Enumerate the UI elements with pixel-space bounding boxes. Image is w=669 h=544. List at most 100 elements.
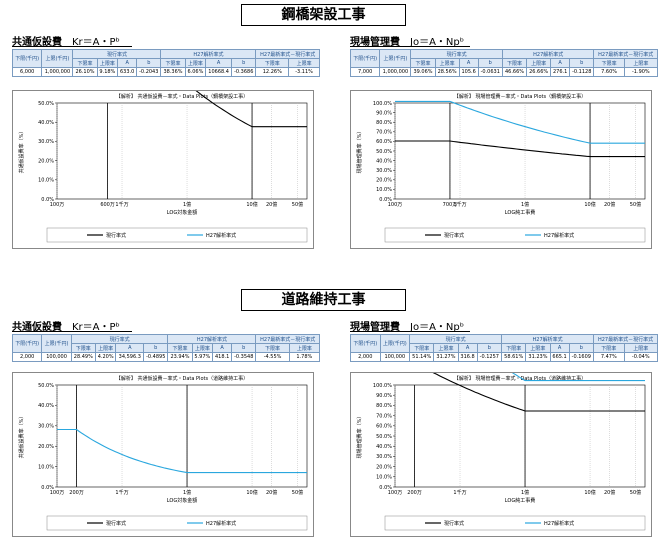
table-value-cell: 105.6 [458,67,479,77]
y-tick-label: 0.0% [41,197,54,203]
table-subheader-cell: b [568,343,595,353]
line-chart: 【解析】 共通仮設費－率式・Data Plots（道路維持工事） 0.0% 10.0… [18,0,308,531]
subtitle-underline [350,331,470,332]
table-subheader-cell: 上限率 [288,58,320,68]
x-tick-label: 100万 [50,490,65,496]
table-subheader-cell: b [143,343,169,353]
table-value-cell: -0.4895 [143,352,169,362]
table-value-cell: 10668.4 [205,67,233,77]
series-line-h27 [57,428,307,474]
table-header-cell: H27解析率式 [501,49,595,59]
table-value-cell: -0.2043 [136,67,162,77]
formula-label: Kr＝A・Pᵇ [72,322,120,333]
parameter-table: 下限(千円) 上限(千円) 現行率式 H27解析率式 H27最新率式－現行率式 下限率 上限… [11,334,321,362]
chart-title: 【解析】 現場管理費－率式・Data Plots（鋼橋架設工事） [454,93,586,100]
table-value-cell: 28.56% [434,67,460,77]
legend-label-h27: H27解析率式 [206,232,236,239]
legend [384,227,646,243]
legend-label-current: 現行率式 [444,520,464,527]
x-axis-label: LOG対象金額 [167,209,197,216]
table-value-cell: 38.36% [160,67,186,77]
table-row: 7,000 1,000,000 39.06% 28.56% 105.6 -0.0631 46… [349,67,659,77]
table-value-cell: 633.0 [117,67,138,77]
table-value-cell: 100,000 [41,352,72,362]
table-value-cell: 7.47% [593,352,625,362]
chart-title: 【解析】 共通仮設費－率式・Data Plots（道路維持工事） [116,375,248,382]
table-header-cell: 下限(千円) [349,49,381,68]
chart-frame: 【解析】 現場管理費－率式・Data Plots（鋼橋架設工事） 0.0% 10.0… [350,90,652,249]
table-value-cell: -4.55% [255,352,290,362]
legend-label-h27: H27解析率式 [206,520,236,527]
table-subheader-cell: 下限率 [70,343,96,353]
y-tick-label: 20.0% [376,464,392,470]
table-subheader-cell: 下限率 [160,58,186,68]
x-tick-label: 20億 [266,489,277,496]
table-subheader-cell: b [231,343,257,353]
x-tick-label: 1億 [521,201,529,208]
line-chart: 【解析】 共通仮設費－率式・Data Plots（鋼橋架設工事） 0.0% 10.0… [18,0,308,243]
table-value-cell: 39.06% [410,67,436,77]
y-tick-label: 100.0% [373,101,392,107]
y-tick-label: 40.0% [376,444,392,450]
x-tick-label: 200万 [407,490,422,496]
cost-item-label: 現場管理費 [350,37,400,48]
table-value-cell: -3.11% [288,67,320,77]
table-subheader-cell: 上限率 [525,343,551,353]
table-subheader-cell: A [550,58,571,68]
subtitle-underline [12,331,132,332]
table-header-cell: 上限(千円) [41,49,74,68]
x-tick-label: 10億 [246,489,257,496]
chart-frame: 【解析】 共通仮設費－率式・Data Plots（道路維持工事） 0.0% 10.0… [12,0,314,537]
x-tick-label: 10億 [246,201,257,208]
x-axis-label: LOG純工事費 [505,209,535,216]
table-header-cell: 上限(千円) [379,334,411,353]
x-tick-label: 50億 [630,489,641,496]
y-tick-label: 30.0% [38,424,54,430]
table-subheader-cell: A [212,343,233,353]
table-row: 下限(千円) 上限(千円) 現行率式 H27解析率式 H27最新率式－現行率式 [11,334,320,353]
y-tick-label: 70.0% [376,413,392,419]
x-tick-label: 1千万 [115,201,128,208]
x-tick-label: 1千万 [115,489,128,496]
table-value-cell: 6,000 [11,67,43,77]
section-title-bridge: 鋼橋架設工事 [241,4,406,26]
series-line-current [395,140,645,158]
x-tick-label: 100万 [50,202,65,208]
table-value-cell: -0.3548 [231,352,257,362]
x-tick-label: 20億 [604,489,615,496]
table-subheader-cell: 上限率 [288,343,321,353]
table-subheader-cell: 下限率 [255,343,290,353]
table-subheader-cell: b [136,58,162,68]
y-tick-label: 0.0% [379,485,392,491]
y-tick-label: 80.0% [376,403,392,409]
x-tick-label: 50億 [292,201,303,208]
parameter-table: 下限(千円) 上限(千円) 現行率式 H27解析率式 H27最新率式－現行率式 下限率 上限… [350,334,658,362]
chart-frame: 【解析】 共通仮設費－率式・Data Plots（鋼橋架設工事） 0.0% 10.0… [12,0,314,249]
y-tick-label: 30.0% [376,454,392,460]
table-subheader-cell: 下限率 [501,58,528,68]
y-axis-label: 現場管理費率（%） [356,414,363,459]
y-tick-label: 100.0% [373,383,392,389]
y-axis-label: 共通仮設費率（%） [18,129,25,174]
formula-label: Jo＝A・Npᵇ [410,37,465,48]
panel-subtitle: 現場管理費 Jo＝A・Npᵇ [350,318,464,333]
chart-frame: 【解析】 現場管理費－率式・Data Plots（道路維持工事） 0.0% 10.0… [350,286,652,537]
table-subheader-cell: 下限率 [255,58,290,68]
y-tick-label: 40.0% [376,158,392,164]
y-tick-label: 10.0% [376,475,392,481]
x-tick-label: 100万 [388,490,403,496]
panel-subtitle: 共通仮設費 Kr＝A・Pᵇ [12,33,120,48]
table-subheader-cell: 上限率 [94,343,117,353]
table-value-cell: 7,000 [349,67,381,77]
table-subheader-cell: 上限率 [96,58,119,68]
legend-label-current: 現行率式 [106,232,126,239]
y-tick-label: 20.0% [38,444,54,450]
subtitle-underline [12,46,132,47]
table-value-cell: -0.1257 [476,352,503,362]
table-value-cell: 26.66% [526,67,552,77]
table-value-cell: 100,000 [379,352,411,362]
table-header-cell: 現行率式 [70,334,169,344]
formula-label: Jo＝A・Npᵇ [410,322,465,333]
